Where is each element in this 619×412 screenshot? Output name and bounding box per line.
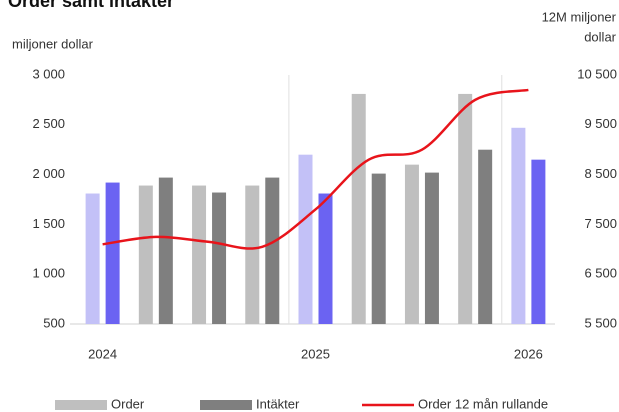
y2-tick-label: 5 500	[584, 315, 617, 330]
bar	[478, 149, 493, 324]
y-tick-label: 500	[43, 315, 65, 330]
bar	[85, 193, 100, 324]
bar	[245, 185, 260, 324]
line	[102, 88, 529, 250]
bar	[511, 127, 526, 325]
legend-swatch	[200, 400, 252, 410]
y-axis-title: miljoner dollar	[12, 36, 94, 51]
bar	[371, 173, 386, 324]
y2-tick-label: 6 500	[584, 266, 617, 281]
bar	[138, 185, 153, 324]
y-tick-label: 3 000	[32, 66, 65, 81]
bar	[531, 159, 546, 324]
y-tick-label: 2 500	[32, 116, 65, 131]
bar	[158, 177, 173, 324]
bar	[212, 192, 227, 324]
y-tick-label: 1 000	[32, 266, 65, 281]
y2-tick-label: 8 500	[584, 166, 617, 181]
legend-swatch	[55, 400, 107, 410]
y2-axis-title: 12M miljoner	[542, 9, 617, 24]
y2-tick-label: 10 500	[577, 66, 617, 81]
x-tick-label: 2025	[301, 346, 330, 361]
chart-title: Order samt intäkter	[8, 0, 174, 11]
bar	[318, 193, 333, 324]
y2-tick-label: 9 500	[584, 116, 617, 131]
legend-label: Order 12 mån rullande	[418, 396, 548, 411]
x-tick-label: 2026	[514, 346, 543, 361]
bar	[458, 93, 473, 324]
y2-axis-title: dollar	[584, 29, 616, 44]
y-tick-label: 2 000	[32, 166, 65, 181]
y2-tick-label: 7 500	[584, 216, 617, 231]
legend-label: Intäkter	[256, 396, 300, 411]
y-tick-label: 1 500	[32, 216, 65, 231]
bar	[105, 182, 120, 324]
bar	[404, 164, 419, 324]
bar	[351, 93, 366, 324]
legend-label: Order	[111, 396, 145, 411]
x-tick-label: 2024	[88, 346, 117, 361]
bar	[192, 185, 207, 324]
bar	[265, 177, 280, 324]
bar	[424, 172, 439, 324]
bar	[298, 154, 313, 324]
